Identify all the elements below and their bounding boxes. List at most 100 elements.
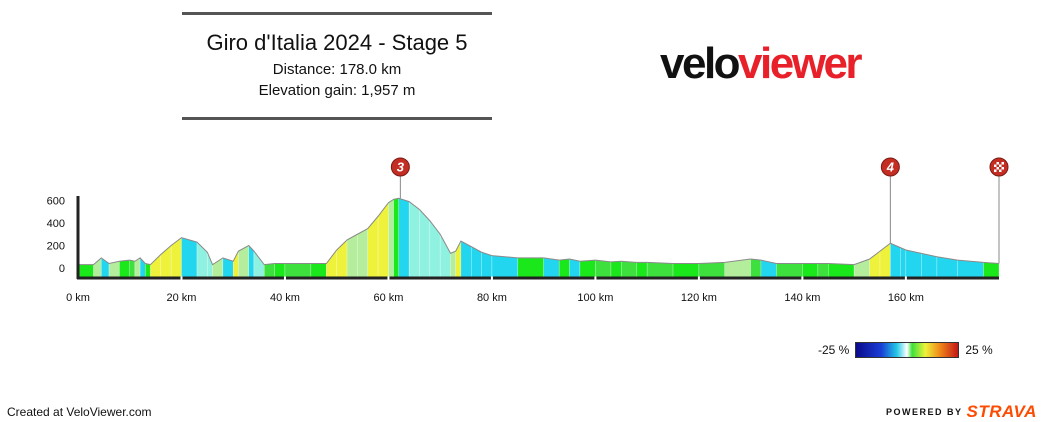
profile-segment [802,263,819,279]
gradient-legend: -25 % 25 % [818,341,993,359]
profile-outline [78,197,1000,266]
title-rule-bottom [182,117,492,120]
profile-segment [367,215,379,279]
x-tick-label: 40 km [270,292,300,304]
climb-marker-circle [880,157,900,177]
profile-segment [517,257,544,279]
profile-segment [284,263,312,279]
profile-segment [672,263,700,279]
legend-min-label: -25 % [818,342,850,357]
finish-flag-icon [1001,167,1004,170]
finish-flag-icon [999,167,1002,170]
stage-title: Giro d'Italia 2024 - Stage 5 [206,30,468,55]
title-box: Giro d'Italia 2024 - Stage 5 Distance: 1… [182,12,492,120]
x-tick-label: 140 km [784,292,820,304]
profile-segment [346,233,358,279]
profile-segment [828,263,855,279]
profile-segment [388,198,394,279]
climb-marker-circle [390,157,410,177]
finish-flag-icon [1001,169,1004,172]
profile-segment [900,247,907,279]
profile-segment [398,197,410,279]
profile-segment [207,252,213,279]
profile-segment [636,262,648,279]
profile-segment [957,259,984,279]
profile-segment [890,242,901,279]
y-tick-label: 0 [59,263,65,275]
profile-segment [579,259,596,279]
x-tick-label: 160 km [888,292,924,304]
profile-segment [817,263,829,279]
profile-segment [274,263,286,279]
profile-segment [491,255,519,279]
title-rule-top [182,12,492,15]
logo-part-velo: velo [660,39,741,88]
profile-segment [558,258,570,279]
x-tick-label: 100 km [577,292,613,304]
profile-segment [610,260,622,279]
finish-flag-icon [994,162,997,165]
powered-by-strava[interactable]: POWERED BY STRAVA [886,402,1037,422]
profile-segment [264,263,275,279]
profile-segment [983,262,1000,279]
profile-segment [150,253,162,279]
gradient-color-bar [855,341,960,358]
y-tick-label: 400 [47,218,65,230]
finish-flag-icon [996,169,999,172]
x-tick-label: 20 km [166,292,196,304]
x-tick-label: 60 km [373,292,403,304]
profile-segment [357,228,369,279]
profile-segment [569,258,581,279]
profile-segment [429,220,441,279]
finish-flag-icon [1001,162,1004,165]
finish-flag-icon [994,164,997,167]
profile-segment [543,257,560,279]
profile-segment [408,201,420,279]
created-at-credit[interactable]: Created at VeloViewer.com [7,405,152,419]
profile-segment [439,234,451,279]
finish-flag-icon [999,164,1002,167]
climb-marker-label: 4 [886,160,895,175]
profile-segment [170,237,182,279]
powered-by-label: POWERED BY [886,407,963,417]
x-tick-label: 80 km [477,292,507,304]
profile-segment [77,264,94,279]
profile-segment [129,259,136,279]
profile-segment [879,242,891,279]
veloviewer-logo[interactable]: veloviewer [660,39,863,88]
profile-segment [750,258,762,279]
legend-max-label: 25 % [965,342,993,357]
finish-flag-icon [996,167,999,170]
finish-flag-icon [996,162,999,165]
finish-flag-icon [1001,164,1004,167]
profile-segment [253,250,265,279]
stage-distance: Distance: 178.0 km [272,61,402,78]
profile-segment [621,260,638,279]
x-tick-label: 0 km [66,292,90,304]
profile-segment [481,251,493,279]
finish-flag-icon [999,169,1002,172]
elevation-profile-chart: 0 200 400 600 0 km 20 km 40 km 60 km 80 km 100 km… [47,157,1009,304]
profile-segment [776,263,803,279]
y-tick-label: 600 [47,196,65,208]
profile-segment [698,262,726,279]
profile-segment [310,263,327,279]
stage-elevation-gain: Elevation gain: 1,957 m [258,82,416,99]
finish-flag-icon [994,169,997,172]
x-tick-label: 120 km [681,292,717,304]
strava-logo: STRAVA [966,402,1037,421]
profile-segment [595,259,612,279]
profile-segment [460,240,472,279]
profile-segment [450,250,456,279]
profile-segment [646,262,674,279]
profile-segment [181,237,198,279]
climb-marker-label: 3 [397,160,405,175]
finish-flag-icon [994,167,997,170]
profile-segment [108,260,120,279]
profile-segment [921,253,938,279]
y-tick-label: 200 [47,241,65,253]
profile-segment [119,259,130,279]
finish-flag-icon [999,162,1002,165]
logo-part-viewer: viewer [738,39,862,88]
profile-segment [905,249,922,279]
